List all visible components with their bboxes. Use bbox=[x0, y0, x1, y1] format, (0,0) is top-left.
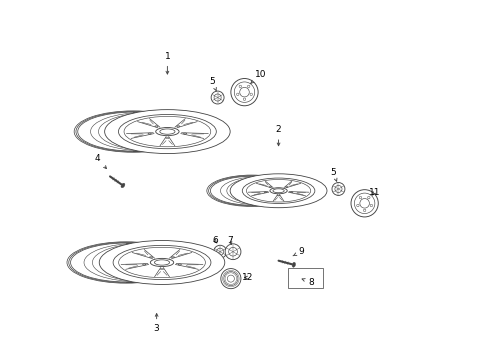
Text: 8: 8 bbox=[302, 278, 313, 287]
Text: 12: 12 bbox=[242, 273, 253, 282]
Ellipse shape bbox=[232, 175, 324, 207]
Ellipse shape bbox=[236, 93, 239, 95]
Ellipse shape bbox=[214, 94, 221, 101]
Ellipse shape bbox=[112, 112, 223, 151]
Ellipse shape bbox=[150, 258, 173, 266]
Text: 2: 2 bbox=[275, 125, 281, 146]
Ellipse shape bbox=[247, 85, 249, 87]
Ellipse shape bbox=[171, 257, 174, 258]
Ellipse shape bbox=[277, 195, 279, 196]
Ellipse shape bbox=[246, 180, 310, 202]
Ellipse shape bbox=[176, 126, 180, 127]
Text: 5: 5 bbox=[209, 77, 216, 91]
Ellipse shape bbox=[106, 243, 217, 282]
Ellipse shape bbox=[155, 126, 158, 127]
Ellipse shape bbox=[227, 275, 234, 282]
Text: 6: 6 bbox=[212, 237, 218, 246]
Ellipse shape bbox=[230, 174, 326, 208]
Ellipse shape bbox=[216, 248, 223, 255]
Ellipse shape bbox=[221, 269, 241, 289]
Ellipse shape bbox=[99, 240, 224, 284]
Ellipse shape bbox=[264, 192, 266, 193]
Text: 11: 11 bbox=[368, 188, 379, 197]
Ellipse shape bbox=[155, 127, 179, 136]
Text: 9: 9 bbox=[292, 247, 304, 256]
Text: 5: 5 bbox=[330, 168, 336, 181]
Ellipse shape bbox=[101, 241, 222, 284]
Ellipse shape bbox=[213, 245, 226, 258]
Text: 7: 7 bbox=[227, 237, 233, 246]
Ellipse shape bbox=[121, 183, 124, 188]
Ellipse shape bbox=[228, 247, 237, 256]
Ellipse shape bbox=[242, 178, 314, 203]
Ellipse shape bbox=[234, 175, 322, 206]
Ellipse shape bbox=[367, 196, 369, 199]
Ellipse shape bbox=[363, 209, 365, 212]
Ellipse shape bbox=[369, 204, 372, 207]
Ellipse shape bbox=[118, 114, 216, 149]
Ellipse shape bbox=[148, 133, 151, 134]
Ellipse shape bbox=[224, 244, 241, 260]
Ellipse shape bbox=[239, 87, 249, 97]
Text: 3: 3 bbox=[153, 314, 159, 333]
Ellipse shape bbox=[109, 111, 225, 152]
Text: 10: 10 bbox=[250, 70, 266, 84]
Ellipse shape bbox=[183, 133, 186, 134]
Ellipse shape bbox=[178, 264, 181, 265]
Text: 1: 1 bbox=[164, 52, 170, 74]
Ellipse shape bbox=[269, 186, 271, 187]
Ellipse shape bbox=[359, 199, 368, 208]
Ellipse shape bbox=[291, 262, 295, 267]
Ellipse shape bbox=[234, 82, 254, 102]
Ellipse shape bbox=[224, 271, 238, 285]
Text: 4: 4 bbox=[95, 154, 106, 168]
Ellipse shape bbox=[149, 257, 152, 258]
Bar bbox=[287, 268, 323, 288]
Ellipse shape bbox=[160, 269, 163, 270]
Ellipse shape bbox=[104, 242, 220, 283]
Ellipse shape bbox=[237, 176, 319, 205]
Ellipse shape bbox=[359, 196, 361, 199]
Ellipse shape bbox=[354, 193, 374, 213]
Ellipse shape bbox=[113, 246, 210, 280]
Ellipse shape bbox=[165, 138, 169, 139]
Ellipse shape bbox=[334, 185, 341, 193]
Ellipse shape bbox=[243, 98, 245, 100]
Ellipse shape bbox=[350, 190, 378, 217]
Ellipse shape bbox=[356, 204, 358, 207]
Ellipse shape bbox=[211, 91, 224, 104]
Ellipse shape bbox=[106, 111, 227, 153]
Ellipse shape bbox=[124, 116, 210, 147]
Ellipse shape bbox=[230, 78, 258, 106]
Ellipse shape bbox=[239, 85, 241, 87]
Ellipse shape bbox=[104, 110, 230, 154]
Ellipse shape bbox=[269, 188, 286, 194]
Ellipse shape bbox=[272, 189, 284, 193]
Ellipse shape bbox=[154, 260, 169, 265]
Ellipse shape bbox=[290, 192, 292, 193]
Ellipse shape bbox=[142, 264, 145, 265]
Ellipse shape bbox=[119, 247, 205, 278]
Ellipse shape bbox=[331, 183, 344, 195]
Ellipse shape bbox=[285, 186, 287, 187]
Ellipse shape bbox=[249, 93, 252, 95]
Ellipse shape bbox=[160, 129, 175, 134]
